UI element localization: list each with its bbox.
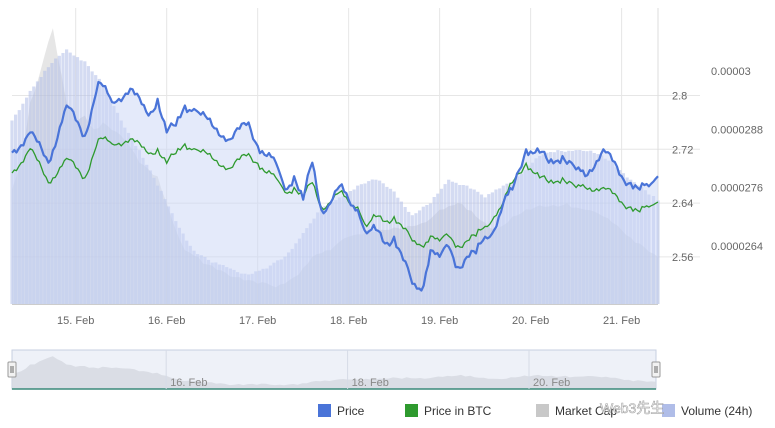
legend-label: Price in BTC [424,404,492,418]
navigator-series [12,356,656,389]
legend: Price Price in BTC Market Cap Volume (24h) [318,404,752,418]
y-price-tick-label-2: 2.64 [672,198,693,210]
watermark: Web3先生 [600,400,664,416]
volume-bar-123 [458,185,462,304]
volume-bar-113 [421,206,425,304]
volume-bar-119 [443,184,447,304]
x-tick-label-1: 16. Feb [148,315,185,327]
volume-bar-118 [439,188,444,304]
volume-bar-122 [454,182,458,304]
legend-label: Volume (24h) [681,404,752,418]
legend-swatch [536,404,549,417]
legend-item-0[interactable]: Price [318,404,365,418]
volume-bar-108 [403,207,407,304]
volume-bar-127 [472,189,476,304]
navigator-right-handle[interactable] [651,361,661,378]
x-tick-label-6: 21. Feb [603,315,640,327]
legend-item-1[interactable]: Price in BTC [405,404,492,418]
y-btc-tick-label-2: 0.0000276 [711,183,763,195]
legend-swatch [405,404,418,417]
legend-swatch [318,404,331,417]
volume-bar-111 [414,213,418,304]
handle-body [651,361,661,378]
volume-bar-126 [469,188,473,304]
y-price-tick-label-1: 2.72 [672,144,693,156]
x-tick-label-4: 19. Feb [421,315,458,327]
y-btc-tick-label-1: 0.0000288 [711,124,763,136]
legend-swatch [662,404,675,417]
y-price-tick-label-0: 2.8 [672,90,687,102]
volume-bar-125 [465,185,469,304]
plot-area [10,28,660,305]
navigator-tick-label-0: 16. Feb [170,377,207,389]
volume-bar-116 [432,197,436,304]
navigator-left-handle[interactable] [7,361,17,378]
volume-bar-110 [410,215,414,304]
navigator-tick-label-2: 20. Feb [533,377,570,389]
legend-item-3[interactable]: Volume (24h) [662,404,752,418]
handle-body [7,361,17,378]
series-price-line [11,80,659,292]
volume-bar-121 [450,181,454,304]
volume-bar-109 [407,211,411,304]
y-btc-tick-label-0: 0.00003 [711,66,751,78]
legend-item-2[interactable]: Market Cap [536,404,617,418]
navigator-tick-label-1: 18. Feb [352,377,389,389]
x-tick-label-2: 17. Feb [239,315,276,327]
volume-bar-114 [425,205,429,304]
volume-bar-117 [436,193,440,304]
volume-bar-112 [418,210,422,304]
legend-label: Market Cap [555,404,617,418]
navigator[interactable]: 16. Feb 18. Feb 20. Feb [7,349,661,390]
axes: 15. Feb 16. Feb 17. Feb 18. Feb 19. Feb 20. F… [12,66,763,327]
volume-bar-120 [447,179,451,304]
legend-label: Price [337,404,365,418]
x-tick-label-5: 20. Feb [512,315,549,327]
x-tick-label-3: 18. Feb [330,315,367,327]
y-btc-tick-label-3: 0.0000264 [711,241,763,253]
x-tick-label-0: 15. Feb [57,315,94,327]
y-price-tick-label-3: 2.56 [672,252,693,264]
